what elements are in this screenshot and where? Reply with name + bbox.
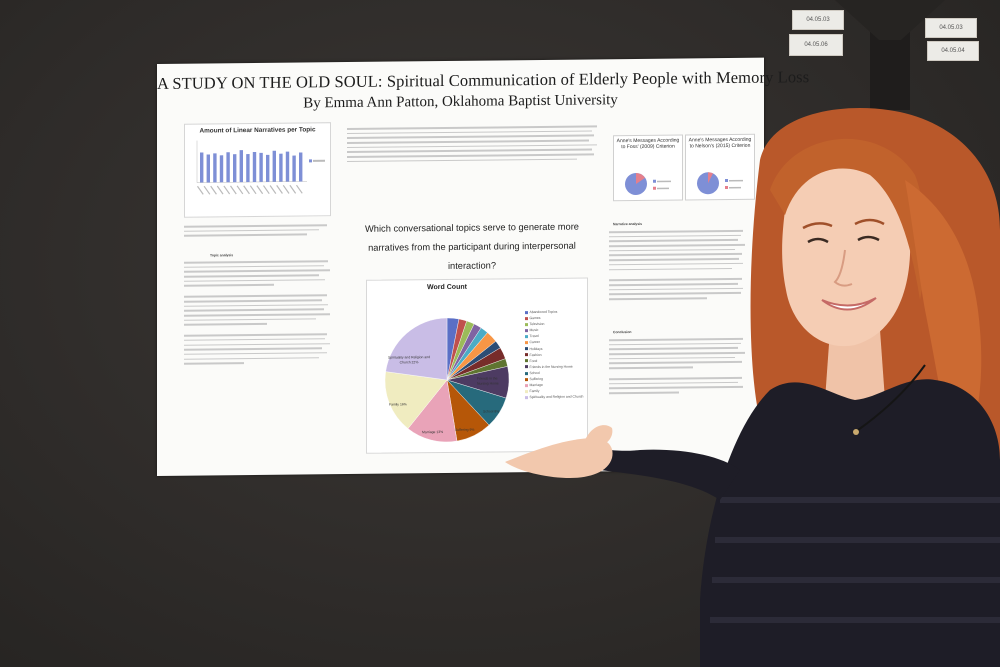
nelson-criterion-chart: Anne's Messages According to Nelson's (2… — [685, 133, 755, 201]
hand — [505, 437, 613, 478]
bar-tick-label — [210, 185, 217, 195]
bar — [200, 152, 204, 183]
bar — [259, 152, 263, 182]
bar — [213, 153, 217, 183]
dress — [700, 379, 1000, 667]
bar-tick-label — [289, 184, 297, 194]
bar — [292, 155, 296, 182]
bar — [272, 150, 276, 182]
bar — [285, 151, 290, 182]
bar — [252, 151, 257, 182]
bar — [246, 154, 250, 183]
bar-tick-label — [203, 185, 211, 195]
bar — [226, 152, 230, 183]
dress-lace — [710, 497, 1000, 623]
neck — [825, 330, 885, 400]
hair-fringe — [770, 138, 926, 300]
smile — [821, 297, 877, 311]
pie-slice — [385, 317, 448, 381]
bar — [219, 155, 224, 183]
necklace-pendant — [853, 429, 859, 435]
board-tag: 04.05.06 — [789, 34, 843, 56]
word-count-pie — [384, 317, 510, 443]
bar-tick-label — [223, 185, 231, 195]
thumb — [585, 425, 613, 446]
bar-tick-label — [269, 185, 277, 194]
bar-tick-label — [249, 185, 257, 195]
arm — [590, 445, 740, 500]
board-tag: 04.05.03 — [792, 10, 844, 30]
pie-slice — [384, 371, 448, 429]
bar — [266, 154, 270, 182]
bar-tick-label — [197, 185, 204, 195]
bar — [206, 154, 211, 183]
face — [782, 157, 911, 347]
foss-criterion-chart: Anne's Messages According to Foss' (2009… — [613, 134, 683, 202]
bar-tick-label — [276, 185, 283, 194]
eyebrow — [854, 218, 885, 226]
eye — [857, 235, 880, 242]
board-tag: 04.05.03 — [925, 18, 977, 38]
nelson-pie — [697, 172, 743, 195]
bar-tick-label — [216, 185, 224, 195]
bar-tick-label — [282, 184, 290, 194]
bar-chart-figure: Amount of Linear Narratives per Topic — [184, 122, 331, 218]
bar — [233, 154, 237, 183]
bar — [279, 153, 283, 182]
bar — [239, 150, 243, 183]
bar-tick-label — [256, 185, 264, 195]
eyebrow — [802, 222, 833, 230]
bar-tick-label — [296, 184, 303, 194]
bar-chart-graphic — [196, 140, 325, 195]
nose — [833, 249, 853, 287]
board-tag: 04.05.04 — [927, 41, 979, 61]
bar-tick-label — [230, 185, 237, 195]
bar-tick-label — [263, 185, 270, 195]
research-poster: A STUDY ON THE OLD SOUL: Spiritual Commu… — [157, 57, 809, 476]
eye — [807, 237, 829, 244]
foss-pie — [625, 172, 671, 195]
bar-tick-label — [243, 185, 250, 195]
bar-tick-label — [236, 185, 244, 195]
necklace — [857, 364, 926, 431]
word-count-chart: Word Count Abandoned Topics Games Televisi… — [366, 277, 588, 454]
bar — [299, 152, 303, 182]
